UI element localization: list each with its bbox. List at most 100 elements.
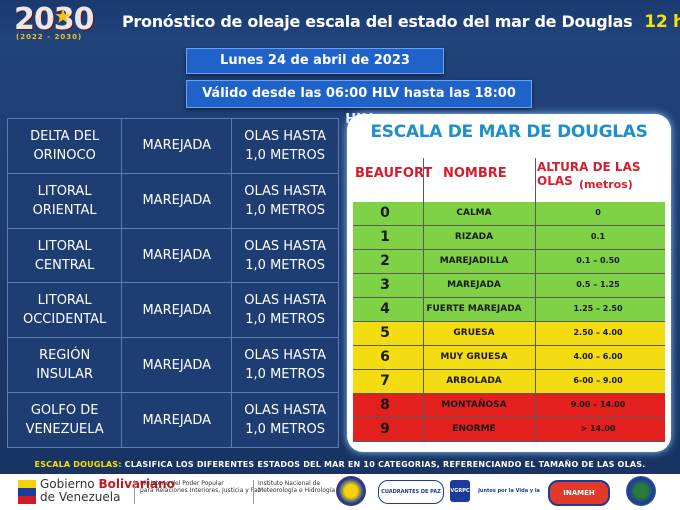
forecast-row: GOLFO DE VENEZUELA MAREJADA OLAS HASTA 1,0 M… xyxy=(6,392,339,448)
waves-line1: OLAS HASTA xyxy=(244,403,327,419)
forecast-table: DELTA DEL ORINOCO MAREJADA OLAS HASTA 1,0 ME… xyxy=(6,118,339,448)
inameh-line2: Meteorología e Hidrología xyxy=(258,487,336,494)
region-line1: LITORAL xyxy=(37,293,92,309)
douglas-scale-panel: ESCALA DE MAR DE DOUGLAS BEAUFORT NOMBRE… xyxy=(347,114,671,452)
scale-row: 1 RIZADA 0.1 xyxy=(353,226,665,250)
scale-nombre: ENORME xyxy=(452,424,496,434)
scale-row: 6 MUY GRUESA 4.00 – 6.00 xyxy=(353,346,665,370)
forecast-waves: OLAS HASTA 1,0 METROS xyxy=(231,282,339,339)
scale-nombre: FUERTE MAREJADA xyxy=(426,304,522,314)
state-label: MAREJADA xyxy=(142,357,211,373)
forecast-row: REGIÓN INSULAR MAREJADA OLAS HASTA 1,0 METRO… xyxy=(6,337,339,394)
date-banner: Lunes 24 de abril de 2023 xyxy=(186,48,444,74)
region-line2: INSULAR xyxy=(36,367,94,383)
scale-altura: 9.00 – 14.00 xyxy=(570,400,626,409)
state-label: MAREJADA xyxy=(142,302,211,318)
region-line2: OCCIDENTAL xyxy=(23,312,107,328)
scale-nombre: RIZADA xyxy=(454,232,494,242)
waves-line1: OLAS HASTA xyxy=(244,128,327,144)
forecast-state: MAREJADA xyxy=(121,118,233,174)
footer-logos: Gobierno Bolivariano de Venezuela Minist… xyxy=(0,474,680,510)
state-label: MAREJADA xyxy=(142,138,211,154)
scale-altura: 2.50 – 4.00 xyxy=(573,328,623,337)
star-icon: ★ xyxy=(54,4,72,28)
scale-title: ESCALA DE MAR DE DOUGLAS xyxy=(370,122,648,142)
forecast-row: LITORAL CENTRAL MAREJADA OLAS HASTA 1,0 METR… xyxy=(6,227,339,284)
forecast-state: MAREJADA xyxy=(121,282,233,339)
waves-line2: 1,0 METROS xyxy=(245,202,325,218)
forecast-region: LITORAL OCCIDENTAL xyxy=(6,282,123,339)
state-label: MAREJADA xyxy=(142,248,211,264)
waves-line2: 1,0 METROS xyxy=(245,367,325,383)
forecast-waves: OLAS HASTA 1,0 METROS xyxy=(231,392,339,448)
title-hours: 12 horas xyxy=(644,12,680,32)
header-banner: 2030 ★ (2022 - 2030) Pronóstico de oleaj… xyxy=(0,0,680,46)
scale-beaufort: 9 xyxy=(380,421,390,437)
scale-row: 0 CALMA 0 xyxy=(353,202,665,226)
scale-column-divider xyxy=(423,158,424,442)
scale-row: 3 MAREJADA 0.5 – 1.25 xyxy=(353,274,665,298)
col-header-nombre: NOMBRE xyxy=(443,166,507,181)
note-text: CLASIFICA LOS DIFERENTES ESTADOS DEL MAR… xyxy=(124,460,646,469)
scale-nombre: MUY GRUESA xyxy=(440,352,508,362)
scale-beaufort: 3 xyxy=(380,277,390,293)
gob-line1-a: Gobierno xyxy=(40,477,99,491)
forecast-region: DELTA DEL ORINOCO xyxy=(6,118,123,174)
waves-line1: OLAS HASTA xyxy=(244,238,327,254)
ministry-line1: Ministerio del Poder Popular xyxy=(140,480,224,487)
region-line1: LITORAL xyxy=(37,238,92,254)
inameh-text-logo: Instituto Nacional de Meteorología e Hid… xyxy=(258,480,335,494)
scale-row: 8 MONTAÑOSA 9.00 – 14.00 xyxy=(353,394,665,418)
scale-beaufort: 7 xyxy=(380,373,390,389)
forecast-waves: OLAS HASTA 1,0 METROS xyxy=(231,227,339,284)
scale-beaufort: 6 xyxy=(380,349,390,365)
scale-altura: 0 xyxy=(595,208,601,217)
forecast-row: LITORAL OCCIDENTAL MAREJADA OLAS HASTA 1,0 M… xyxy=(6,282,339,339)
region-line2: VENEZUELA xyxy=(25,422,104,438)
scale-beaufort: 0 xyxy=(380,205,390,221)
forecast-row: DELTA DEL ORINOCO MAREJADA OLAS HASTA 1,0 ME… xyxy=(6,118,339,174)
bicentennial-logo: 2030 ★ (2022 - 2030) xyxy=(14,2,106,42)
scale-altura: 1.25 – 2.50 xyxy=(573,304,623,313)
scale-column-divider xyxy=(535,158,536,442)
gob-line1-b: Bolivariano xyxy=(98,477,175,491)
logo-year: 2030 xyxy=(14,2,94,37)
scale-beaufort: 2 xyxy=(380,253,390,269)
scale-row: 7 ARBOLADA 6-00 – 9.00 xyxy=(353,370,665,394)
inameh-line1: Instituto Nacional de xyxy=(258,480,321,487)
scale-altura: 6-00 – 9.00 xyxy=(573,376,623,385)
waves-line1: OLAS HASTA xyxy=(244,348,327,364)
scale-nombre: GRUESA xyxy=(453,328,495,338)
scale-altura: 0.1 xyxy=(590,232,606,241)
forecast-region: REGIÓN INSULAR xyxy=(6,337,123,394)
scale-beaufort: 1 xyxy=(380,229,390,245)
region-line2: ORIENTAL xyxy=(32,202,97,218)
waves-line1: OLAS HASTA xyxy=(244,293,327,309)
forecast-region: LITORAL ORIENTAL xyxy=(6,172,123,229)
forecast-state: MAREJADA xyxy=(121,392,233,448)
scale-nombre: CALMA xyxy=(456,208,492,218)
scale-altura: > 14.00 xyxy=(580,424,616,433)
scale-nombre: MAREJADA xyxy=(447,280,501,290)
inameh-logo: INAMEH xyxy=(548,480,610,506)
forecast-waves: OLAS HASTA 1,0 METROS xyxy=(231,118,339,174)
forecast-region: LITORAL CENTRAL xyxy=(6,227,123,284)
emblem-icon xyxy=(626,476,656,506)
ministry-logo: Ministerio del Poder Popular para Relaci… xyxy=(140,480,261,494)
scale-row: 4 FUERTE MAREJADA 1.25 – 2.50 xyxy=(353,298,665,322)
forecast-state: MAREJADA xyxy=(121,227,233,284)
scale-altura: 4.00 – 6.00 xyxy=(573,352,623,361)
coat-of-arms-icon xyxy=(336,476,366,506)
forecast-state: MAREJADA xyxy=(121,172,233,229)
scale-nombre: MONTAÑOSA xyxy=(441,400,507,410)
cuadrantes-logo: CUADRANTES DE PAZ xyxy=(378,480,444,504)
region-line1: LITORAL xyxy=(37,183,92,199)
scale-altura: 0.5 – 1.25 xyxy=(576,280,620,289)
region-line2: CENTRAL xyxy=(34,257,95,273)
forecast-state: MAREJADA xyxy=(121,337,233,394)
scale-row: 9 ENORME > 14.00 xyxy=(353,418,665,442)
col-header-beaufort: BEAUFORT xyxy=(355,166,433,181)
note-key: ESCALA DOUGLAS: xyxy=(34,460,122,469)
state-label: MAREJADA xyxy=(142,412,211,428)
